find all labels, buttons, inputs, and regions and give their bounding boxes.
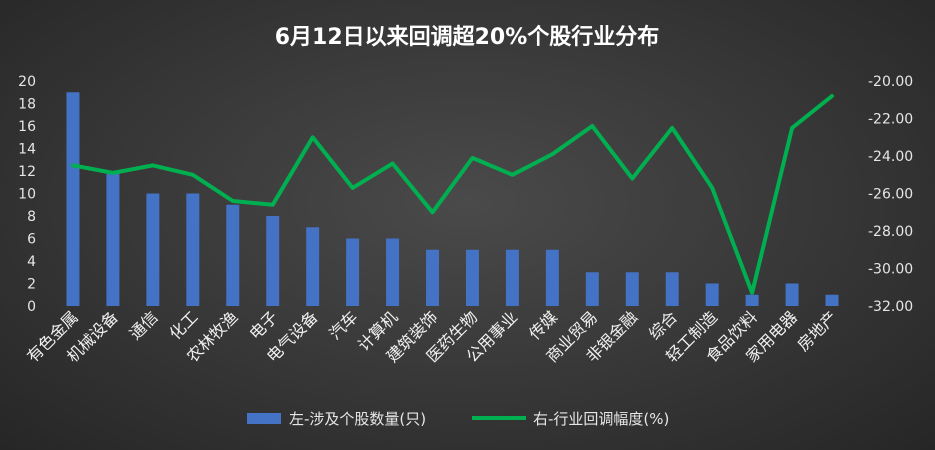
- right-tick-label: -22.00: [868, 112, 913, 128]
- left-tick-label: 12: [18, 164, 36, 180]
- bar: [386, 238, 400, 306]
- line-point: [391, 162, 395, 165]
- left-tick-label: 14: [18, 142, 36, 158]
- bar: [505, 249, 519, 306]
- line-point: [191, 173, 195, 177]
- right-tick-label: -30.00: [868, 262, 913, 278]
- line-point: [670, 126, 674, 130]
- bar: [825, 294, 839, 306]
- bar: [226, 204, 240, 306]
- bar: [426, 249, 440, 306]
- line-point: [470, 156, 474, 160]
- line-point: [830, 94, 834, 98]
- bar: [705, 283, 719, 306]
- bar: [346, 238, 360, 306]
- bar: [625, 272, 639, 306]
- line-point: [550, 152, 554, 156]
- legend-bar-label: 左-涉及个股数量(只): [289, 410, 426, 428]
- bar: [665, 272, 679, 306]
- right-tick-label: -20.00: [868, 74, 913, 90]
- bar: [186, 193, 200, 306]
- line-path: [71, 94, 834, 295]
- bar: [585, 272, 599, 306]
- bar: [785, 283, 799, 306]
- legend-bar-swatch: [247, 413, 281, 424]
- right-tick-label: -24.00: [868, 149, 913, 165]
- bar: [266, 216, 280, 306]
- left-tick-label: 2: [27, 277, 36, 293]
- bar: [745, 294, 759, 306]
- left-tick-label: 4: [27, 254, 36, 270]
- line-point: [790, 126, 794, 130]
- line-point: [271, 203, 275, 207]
- line-point: [710, 186, 714, 190]
- line-series: [71, 94, 834, 295]
- line-point: [510, 173, 514, 177]
- line-point: [111, 171, 115, 175]
- legend-line-label: 右-行业回调幅度(%): [533, 410, 669, 428]
- right-tick-label: -32.00: [868, 299, 913, 315]
- left-axis: 0 2 4 6 8 10 12 14 16 18 20: [18, 74, 36, 315]
- left-tick-label: 10: [18, 187, 36, 203]
- line-point: [151, 163, 155, 167]
- line-point: [351, 186, 355, 190]
- right-tick-label: -28.00: [868, 224, 913, 240]
- right-axis: -32.00 -30.00 -28.00 -26.00 -24.00 -22.00 -20.…: [868, 74, 913, 315]
- bar: [146, 193, 160, 306]
- bar: [465, 249, 479, 306]
- bar: [66, 92, 80, 306]
- left-tick-label: 20: [18, 74, 36, 90]
- line-point: [311, 135, 315, 139]
- bar-series: [66, 92, 839, 306]
- bar: [306, 227, 320, 306]
- line-point: [630, 177, 634, 180]
- category-label: 通信: [126, 307, 162, 343]
- left-tick-label: 18: [18, 97, 36, 113]
- category-axis: 有色金属机械设备 通信 化工农林牧渔 电子电气设备 汽车计算机建筑装饰医药生物公用事业传…: [23, 307, 841, 366]
- line-point: [750, 291, 754, 295]
- bar: [545, 249, 559, 306]
- left-tick-label: 6: [27, 232, 36, 248]
- bar: [106, 171, 120, 306]
- line-point: [431, 210, 435, 214]
- category-label: 房地产: [793, 307, 840, 354]
- legend: 左-涉及个股数量(只) 右-行业回调幅度(%): [247, 410, 669, 428]
- left-tick-label: 16: [18, 119, 36, 135]
- right-tick-label: -26.00: [868, 187, 913, 203]
- line-point: [231, 199, 235, 203]
- left-tick-label: 8: [27, 209, 36, 225]
- line-point: [590, 124, 594, 128]
- chart-title: 6月12日以来回调超20%个股行业分布: [275, 24, 660, 50]
- left-tick-label: 0: [27, 299, 36, 315]
- line-point: [71, 163, 75, 167]
